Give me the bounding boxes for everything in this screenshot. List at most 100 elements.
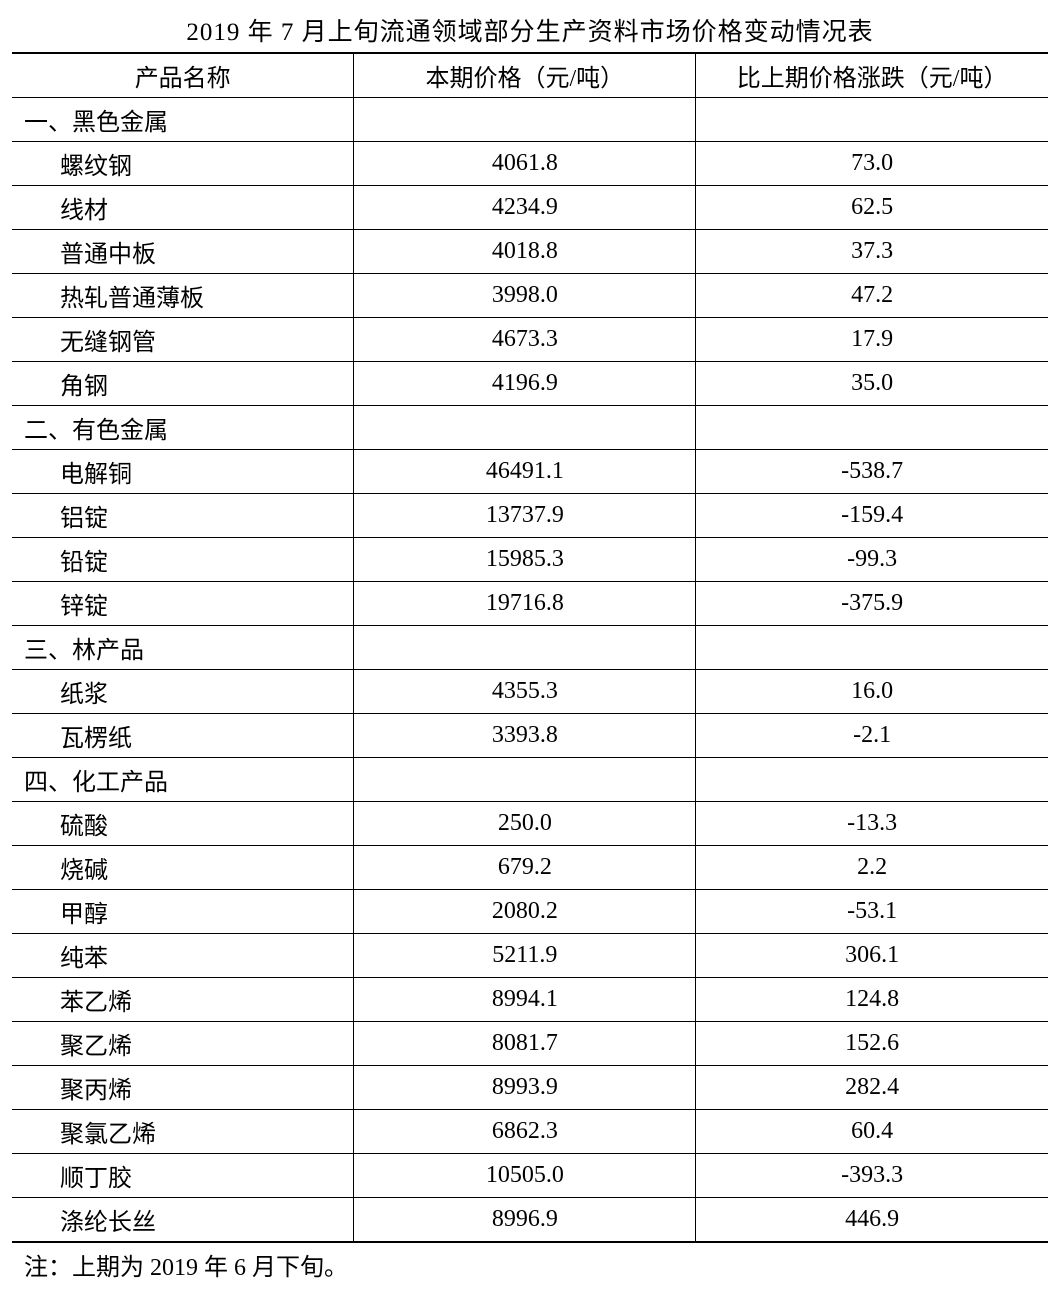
current-price-cell: 15985.3 bbox=[354, 538, 696, 582]
price-change-cell: 152.6 bbox=[696, 1022, 1048, 1066]
product-name-cell: 甲醇 bbox=[12, 890, 354, 934]
table-row: 热轧普通薄板3998.047.2 bbox=[12, 274, 1048, 318]
product-name-cell: 聚氯乙烯 bbox=[12, 1110, 354, 1154]
table-row: 线材4234.962.5 bbox=[12, 186, 1048, 230]
table-footnote: 注：上期为 2019 年 6 月下旬。 bbox=[12, 1243, 1048, 1286]
table-row: 铅锭15985.3-99.3 bbox=[12, 538, 1048, 582]
product-name-cell: 硫酸 bbox=[12, 802, 354, 846]
product-name-cell: 纯苯 bbox=[12, 934, 354, 978]
current-price-cell: 3998.0 bbox=[354, 274, 696, 318]
table-header-row: 产品名称 本期价格（元/吨） 比上期价格涨跌（元/吨） bbox=[12, 53, 1048, 98]
current-price-cell: 5211.9 bbox=[354, 934, 696, 978]
current-price-cell: 679.2 bbox=[354, 846, 696, 890]
table-title: 2019 年 7 月上旬流通领域部分生产资料市场价格变动情况表 bbox=[12, 12, 1048, 48]
price-change-cell: 446.9 bbox=[696, 1198, 1048, 1243]
current-price-cell: 46491.1 bbox=[354, 450, 696, 494]
table-row: 涤纶长丝8996.9446.9 bbox=[12, 1198, 1048, 1243]
current-price-cell: 4234.9 bbox=[354, 186, 696, 230]
current-price-cell: 2080.2 bbox=[354, 890, 696, 934]
price-change-cell: 282.4 bbox=[696, 1066, 1048, 1110]
price-change-cell: -375.9 bbox=[696, 582, 1048, 626]
current-price-cell bbox=[354, 406, 696, 450]
current-price-cell: 4061.8 bbox=[354, 142, 696, 186]
header-current-price: 本期价格（元/吨） bbox=[354, 53, 696, 98]
section-header-cell: 三、林产品 bbox=[12, 626, 354, 670]
table-row: 苯乙烯8994.1124.8 bbox=[12, 978, 1048, 1022]
price-change-cell: -53.1 bbox=[696, 890, 1048, 934]
section-header-cell: 一、黑色金属 bbox=[12, 98, 354, 142]
table-row: 无缝钢管4673.317.9 bbox=[12, 318, 1048, 362]
price-change-cell: 37.3 bbox=[696, 230, 1048, 274]
table-row: 三、林产品 bbox=[12, 626, 1048, 670]
product-name-cell: 瓦楞纸 bbox=[12, 714, 354, 758]
price-change-cell: 124.8 bbox=[696, 978, 1048, 1022]
current-price-cell bbox=[354, 758, 696, 802]
table-row: 纯苯5211.9306.1 bbox=[12, 934, 1048, 978]
table-row: 一、黑色金属 bbox=[12, 98, 1048, 142]
table-row: 瓦楞纸3393.8-2.1 bbox=[12, 714, 1048, 758]
product-name-cell: 螺纹钢 bbox=[12, 142, 354, 186]
current-price-cell: 250.0 bbox=[354, 802, 696, 846]
price-change-cell: -13.3 bbox=[696, 802, 1048, 846]
table-row: 聚乙烯8081.7152.6 bbox=[12, 1022, 1048, 1066]
product-name-cell: 角钢 bbox=[12, 362, 354, 406]
product-name-cell: 线材 bbox=[12, 186, 354, 230]
current-price-cell: 4355.3 bbox=[354, 670, 696, 714]
header-price-change: 比上期价格涨跌（元/吨） bbox=[696, 53, 1048, 98]
product-name-cell: 聚乙烯 bbox=[12, 1022, 354, 1066]
price-change-cell: -2.1 bbox=[696, 714, 1048, 758]
table-row: 烧碱679.22.2 bbox=[12, 846, 1048, 890]
table-row: 锌锭19716.8-375.9 bbox=[12, 582, 1048, 626]
price-change-cell: 35.0 bbox=[696, 362, 1048, 406]
product-name-cell: 无缝钢管 bbox=[12, 318, 354, 362]
current-price-cell bbox=[354, 98, 696, 142]
price-change-cell bbox=[696, 406, 1048, 450]
table-row: 铝锭13737.9-159.4 bbox=[12, 494, 1048, 538]
price-change-cell: -393.3 bbox=[696, 1154, 1048, 1198]
price-change-cell: -159.4 bbox=[696, 494, 1048, 538]
product-name-cell: 烧碱 bbox=[12, 846, 354, 890]
current-price-cell: 4673.3 bbox=[354, 318, 696, 362]
current-price-cell: 3393.8 bbox=[354, 714, 696, 758]
price-change-cell: 2.2 bbox=[696, 846, 1048, 890]
table-row: 纸浆4355.316.0 bbox=[12, 670, 1048, 714]
price-change-cell: -99.3 bbox=[696, 538, 1048, 582]
price-change-cell: 62.5 bbox=[696, 186, 1048, 230]
section-header-cell: 四、化工产品 bbox=[12, 758, 354, 802]
product-name-cell: 涤纶长丝 bbox=[12, 1198, 354, 1243]
current-price-cell bbox=[354, 626, 696, 670]
current-price-cell: 8996.9 bbox=[354, 1198, 696, 1243]
current-price-cell: 4196.9 bbox=[354, 362, 696, 406]
table-row: 聚丙烯8993.9282.4 bbox=[12, 1066, 1048, 1110]
price-change-cell bbox=[696, 758, 1048, 802]
price-change-cell: 17.9 bbox=[696, 318, 1048, 362]
price-change-cell bbox=[696, 98, 1048, 142]
table-row: 二、有色金属 bbox=[12, 406, 1048, 450]
table-row: 聚氯乙烯6862.360.4 bbox=[12, 1110, 1048, 1154]
product-name-cell: 普通中板 bbox=[12, 230, 354, 274]
table-row: 普通中板4018.837.3 bbox=[12, 230, 1048, 274]
product-name-cell: 苯乙烯 bbox=[12, 978, 354, 1022]
product-name-cell: 铝锭 bbox=[12, 494, 354, 538]
section-header-cell: 二、有色金属 bbox=[12, 406, 354, 450]
table-row: 四、化工产品 bbox=[12, 758, 1048, 802]
current-price-cell: 6862.3 bbox=[354, 1110, 696, 1154]
product-name-cell: 铅锭 bbox=[12, 538, 354, 582]
table-row: 电解铜46491.1-538.7 bbox=[12, 450, 1048, 494]
product-name-cell: 电解铜 bbox=[12, 450, 354, 494]
current-price-cell: 10505.0 bbox=[354, 1154, 696, 1198]
header-product-name: 产品名称 bbox=[12, 53, 354, 98]
price-change-cell: 16.0 bbox=[696, 670, 1048, 714]
table-row: 硫酸250.0-13.3 bbox=[12, 802, 1048, 846]
current-price-cell: 13737.9 bbox=[354, 494, 696, 538]
price-table: 产品名称 本期价格（元/吨） 比上期价格涨跌（元/吨） 一、黑色金属螺纹钢406… bbox=[12, 52, 1048, 1243]
price-change-cell: 306.1 bbox=[696, 934, 1048, 978]
current-price-cell: 8994.1 bbox=[354, 978, 696, 1022]
table-row: 角钢4196.935.0 bbox=[12, 362, 1048, 406]
product-name-cell: 顺丁胶 bbox=[12, 1154, 354, 1198]
price-change-cell: 73.0 bbox=[696, 142, 1048, 186]
price-change-cell bbox=[696, 626, 1048, 670]
current-price-cell: 8081.7 bbox=[354, 1022, 696, 1066]
table-row: 螺纹钢4061.873.0 bbox=[12, 142, 1048, 186]
table-row: 顺丁胶10505.0-393.3 bbox=[12, 1154, 1048, 1198]
